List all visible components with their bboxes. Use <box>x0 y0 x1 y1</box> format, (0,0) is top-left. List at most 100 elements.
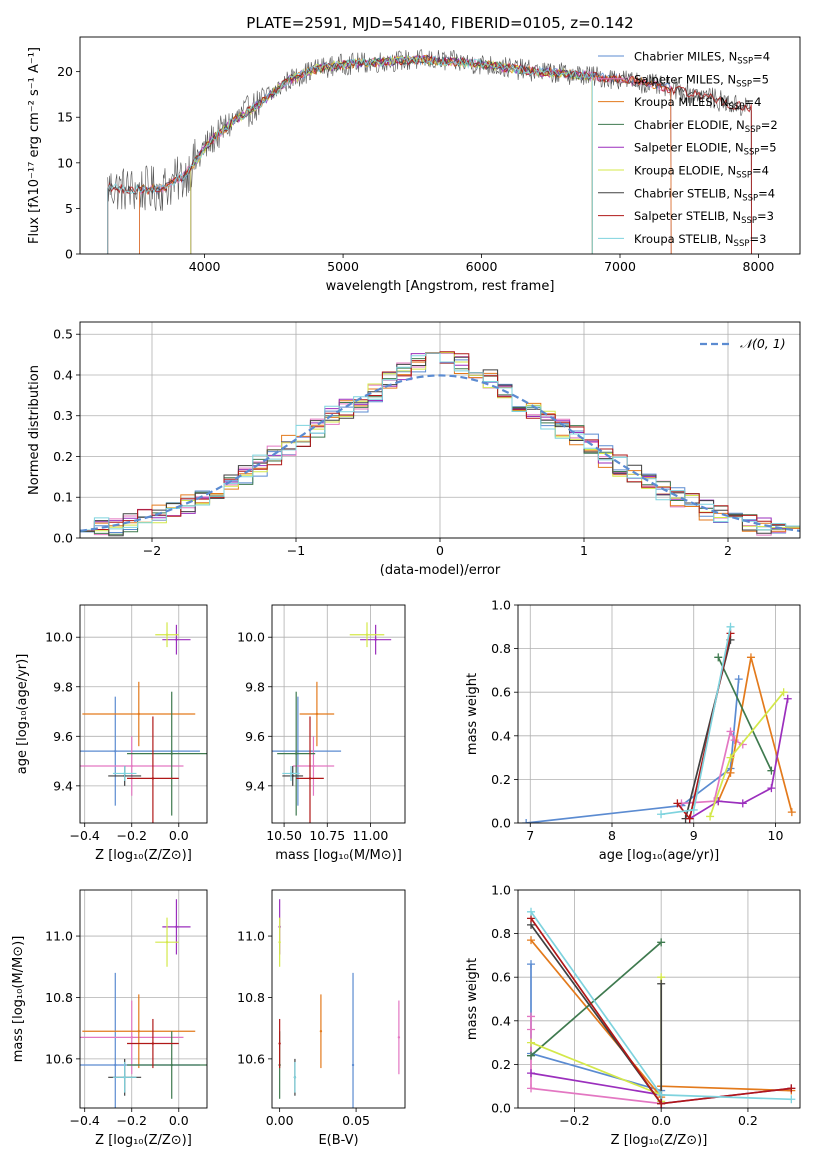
x-tick-label: −2 <box>143 543 161 558</box>
residuals-y-axis-label: Normed distribution <box>27 365 42 495</box>
data-point <box>130 764 133 768</box>
data-point <box>291 774 294 778</box>
x-tick-label: 0.2 <box>738 1113 758 1128</box>
weight-marker <box>746 653 755 662</box>
x-tick-label: 5000 <box>327 259 359 274</box>
x-tick-label: 0.0 <box>651 1113 671 1128</box>
spectrum-y-axis-label: Flux [fλ10⁻¹⁷ erg cm⁻² s⁻¹ A⁻¹] <box>27 47 42 244</box>
y-tick-label: 0.3 <box>53 408 73 423</box>
x-tick-label: −0.2 <box>117 1113 147 1128</box>
weight-marker <box>673 799 682 808</box>
y-tick-label: 10 <box>57 155 73 170</box>
z_mass-frame <box>79 889 208 1109</box>
y-tick-label: 10.6 <box>237 1051 265 1066</box>
x-tick-label: 7 <box>526 828 534 843</box>
legend-label-kroupa-miles: Kroupa MILES, NSSP=4 <box>634 95 761 112</box>
weight-marker <box>657 938 666 947</box>
data-point <box>319 1030 323 1033</box>
spectrum-plot-area <box>107 49 752 254</box>
weight-marker <box>787 1095 796 1104</box>
data-point <box>365 633 369 636</box>
weight-marker <box>527 1084 536 1093</box>
data-point <box>165 633 169 636</box>
x-tick-label: 11.00 <box>353 828 389 843</box>
data-point <box>278 1042 281 1045</box>
data-point <box>123 772 126 775</box>
x-tick-label: 9 <box>690 828 698 843</box>
x-tick-label: 10.50 <box>266 828 302 843</box>
y-tick-label: 10.0 <box>45 630 73 645</box>
y-tick-label: 10.8 <box>45 990 73 1005</box>
mass_age-plot-area <box>272 622 392 823</box>
age_weight-y-axis-label: mass weight <box>465 673 480 755</box>
weight-line-chabrier-elodie <box>530 941 662 1057</box>
data-point <box>114 749 117 753</box>
weight-marker <box>726 727 735 736</box>
y-tick-label: 0.6 <box>491 685 511 700</box>
x-tick-label: 2 <box>724 543 732 558</box>
mass_age-x-axis-label: mass [log₁₀(M/M⊙)] <box>275 848 402 863</box>
weight-marker <box>726 768 735 777</box>
legend-label-chabrier-stelib: Chabrier STELIB, NSSP=4 <box>634 186 775 203</box>
spectrum-legend: Chabrier MILES, NSSP=4 Salpeter MILES, NS… <box>598 50 778 249</box>
y-tick-label: 11.0 <box>237 929 265 944</box>
weight-marker <box>779 688 788 697</box>
data-point <box>170 1063 173 1067</box>
y-tick-label: 0.8 <box>491 641 511 656</box>
weight-marker <box>734 675 743 684</box>
weight-marker <box>787 1084 796 1093</box>
y-tick-label: 1.0 <box>491 598 511 613</box>
data-point <box>293 1076 297 1079</box>
z_age-frame <box>79 604 208 824</box>
weight-marker <box>726 622 735 631</box>
legend-label-salpeter-stelib: Salpeter STELIB, NSSP=3 <box>634 209 774 226</box>
weight-marker <box>657 1099 666 1108</box>
y-tick-label: 10.0 <box>237 630 265 645</box>
z_mass-y-axis-label: mass [log₁₀(M/M⊙)] <box>11 936 26 1063</box>
weight-marker <box>522 819 531 823</box>
z_mass-x-axis-label: Z [log₁₀(Z/Z⊙)] <box>95 1133 192 1148</box>
histogram-salpeter-stelib <box>80 351 800 532</box>
data-point <box>278 940 281 944</box>
x-tick-label: −0.4 <box>70 1113 100 1128</box>
weight-marker <box>527 907 536 916</box>
residual-legend: 𝒩(0, 1) <box>700 336 786 351</box>
y-tick-label: 9.6 <box>245 729 265 744</box>
data-point <box>294 752 298 755</box>
data-point <box>308 777 312 780</box>
data-point <box>175 638 178 641</box>
mass_age-frame <box>271 604 406 824</box>
legend-label-kroupa-elodie: Kroupa ELODIE, NSSP=4 <box>634 164 769 181</box>
y-tick-label: 0 <box>65 247 73 262</box>
x-tick-label: 0.0 <box>169 1113 189 1128</box>
data-point <box>351 1063 355 1067</box>
y-tick-label: 10.6 <box>45 1051 73 1066</box>
x-tick-label: 8 <box>608 828 616 843</box>
y-tick-label: 0.1 <box>53 490 73 505</box>
x-tick-label: 4000 <box>189 259 221 274</box>
spectrum-axes: 4000 5000 6000 7000 8000 0 5 10 15 20 <box>57 64 774 274</box>
data-point <box>123 1076 126 1079</box>
weight-marker <box>657 979 666 988</box>
normal-distribution-curve <box>80 374 800 532</box>
z_weight-axes: −0.2 0.0 0.2 0.0 0.2 0.4 0.6 0.8 1.0 <box>491 883 800 1128</box>
weight-marker <box>527 1025 536 1034</box>
data-point <box>296 749 300 753</box>
weight-marker <box>527 1069 536 1078</box>
y-tick-label: 9.4 <box>245 778 265 793</box>
ebv_mass-frame <box>271 889 406 1109</box>
y-tick-label: 5 <box>65 201 73 216</box>
z_age-x-axis-label: Z [log₁₀(Z/Z⊙)] <box>95 848 192 863</box>
figure-title: PLATE=2591, MJD=54140, FIBERID=0105, z=0… <box>246 14 633 32</box>
y-tick-label: 0.2 <box>491 1057 511 1072</box>
age_weight-frame <box>517 604 801 824</box>
residuals-frame <box>79 321 801 539</box>
legend-label-salpeter-elodie: Salpeter ELODIE, NSSP=5 <box>634 141 777 158</box>
weight-line-kroupa-miles <box>717 657 793 813</box>
z_age-y-axis-label: age [log₁₀(age/yr)] <box>15 654 30 775</box>
y-tick-label: 1.0 <box>491 883 511 898</box>
weight-marker <box>783 694 792 703</box>
residuals-x-axis-label: (data-model)/error <box>380 563 501 578</box>
weight-marker <box>527 1051 536 1060</box>
y-tick-label: 15 <box>57 110 73 125</box>
